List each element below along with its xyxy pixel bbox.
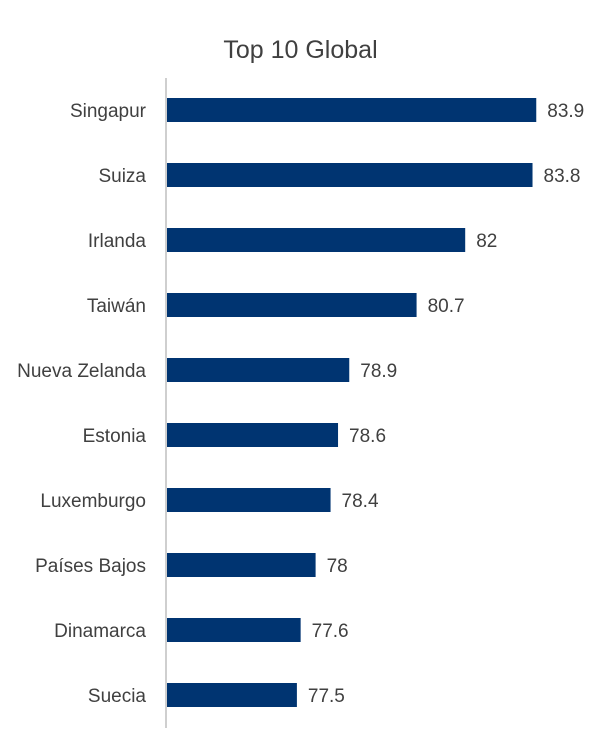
bar <box>167 98 537 122</box>
bar <box>167 163 533 187</box>
category-label: Suiza <box>98 166 146 187</box>
category-label: Luxemburgo <box>40 491 146 512</box>
data-label: 78 <box>327 556 348 577</box>
category-label: Suecia <box>88 686 147 707</box>
bar <box>167 553 316 577</box>
chart-title: Top 10 Global <box>223 36 378 64</box>
bar <box>167 618 301 642</box>
bar <box>167 228 466 252</box>
bar <box>167 423 339 447</box>
category-label: Estonia <box>83 426 147 447</box>
category-label: Irlanda <box>88 231 147 252</box>
data-label: 78.9 <box>360 361 397 382</box>
bar <box>167 293 417 317</box>
bar <box>167 683 297 707</box>
data-label: 83.9 <box>547 101 584 122</box>
data-label: 80.7 <box>428 296 465 317</box>
category-label: Dinamarca <box>54 621 146 642</box>
category-label: Taiwán <box>87 296 146 317</box>
category-label: Nueva Zelanda <box>17 361 146 382</box>
category-label: Países Bajos <box>35 556 146 577</box>
data-label: 83.8 <box>544 166 581 187</box>
data-label: 78.6 <box>349 426 386 447</box>
data-label: 77.5 <box>308 686 345 707</box>
data-label: 77.6 <box>312 621 349 642</box>
data-label: 82 <box>476 231 497 252</box>
category-label: Singapur <box>70 101 147 122</box>
bar <box>167 488 331 512</box>
bar <box>167 358 350 382</box>
data-label: 78.4 <box>342 491 379 512</box>
